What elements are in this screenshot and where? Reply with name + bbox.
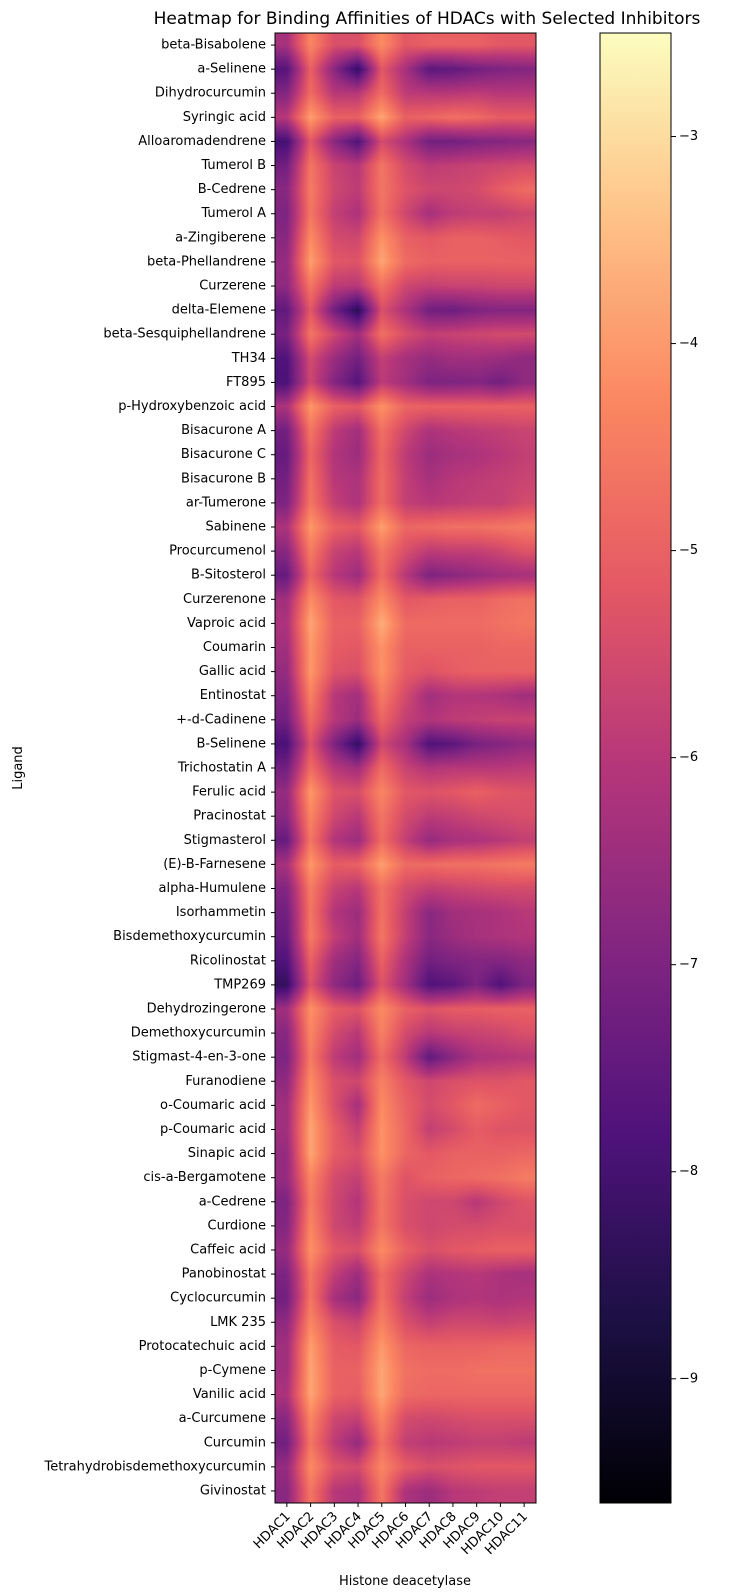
y-tick-label: Dihydrocurcumin [155,86,266,101]
y-tick-label: Panobinostat [182,1267,266,1282]
y-tick-label: Curzerenone [183,592,266,607]
y-tick-label: Tetrahydrobisdemethoxycurcumin [43,1459,266,1474]
y-tick-label: Vanilic acid [193,1387,266,1402]
y-tick-label: a-Curcumene [179,1411,266,1426]
y-tick-label: Curcumin [204,1435,266,1450]
y-tick-label: Ricolinostat [190,953,266,968]
y-tick-label: o-Coumaric acid [160,1098,266,1113]
y-tick-label: Gallic acid [199,664,266,679]
y-tick-label: Procurcumenol [169,544,266,559]
y-tick-label: p-Coumaric acid [160,1122,266,1137]
y-tick-label: cis-a-Bergamotene [143,1170,266,1185]
y-tick-label: Bisacurone C [181,447,266,462]
colorbar-tick-label: −6 [679,750,698,765]
y-tick-label: Bisacurone A [181,423,266,438]
colorbar-tick-label: −8 [679,1164,698,1179]
y-tick-label: B-Cedrene [198,182,266,197]
y-tick-label: Isorhammetin [176,905,266,920]
y-tick-label: Syringic acid [183,110,266,125]
y-tick-label: Coumarin [203,640,266,655]
y-axis-ticks: beta-Bisabolene a-Selinene Dihydrocurcumin… [43,38,275,1498]
y-tick-label: Pracinostat [193,809,266,824]
x-axis-label: Histone deacetylase [339,1574,471,1589]
y-tick-label: ar-Tumerone [186,495,266,510]
y-tick-label: Entinostat [200,688,266,703]
y-tick-label: TH34 [231,351,266,366]
y-tick-label: Furanodiene [185,1074,266,1089]
y-tick-label: Dehydrozingerone [147,1001,266,1016]
y-tick-label: Vaproic acid [187,616,266,631]
y-tick-label: a-Selinene [197,62,266,77]
y-tick-label: Alloaromadendrene [138,134,266,149]
y-tick-label: a-Zingiberene [175,230,266,245]
y-tick-label: Givinostat [200,1483,266,1498]
y-tick-label: LMK 235 [210,1315,266,1330]
y-tick-label: Protocatechuic acid [139,1339,266,1354]
y-tick-label: beta-Phellandrene [147,254,266,269]
colorbar-tick-label: −4 [679,336,698,351]
y-tick-label: alpha-Humulene [159,881,267,896]
y-tick-label: Curzerene [199,279,266,294]
y-tick-label: Demethoxycurcumin [131,1026,266,1041]
colorbar-tick-label: −3 [679,129,698,144]
colorbar [599,32,672,1504]
y-tick-label: Bisacurone B [181,471,266,486]
y-tick-label: Caffeic acid [190,1242,266,1257]
y-tick-label: p-Hydroxybenzoic acid [118,399,266,414]
y-tick-label: delta-Elemene [172,303,266,318]
heatmap-area [275,33,536,1503]
y-tick-label: a-Cedrene [199,1194,266,1209]
y-axis-label: Ligand [11,746,26,790]
y-tick-label: Stigmast-4-en-3-one [132,1050,266,1065]
y-tick-label: FT895 [226,375,266,390]
x-axis-ticks: HDAC1HDAC2HDAC3HDAC4HDAC5HDAC6HDAC7HDAC8… [251,1503,531,1558]
y-tick-label: TMP269 [213,977,266,992]
y-tick-label: Cyclocurcumin [170,1291,266,1306]
y-tick-label: Stigmasterol [184,833,266,848]
y-tick-label: B-Sitosterol [191,568,266,583]
y-tick-label: beta-Bisabolene [161,38,266,53]
colorbar-tick-label: −7 [679,957,698,972]
y-tick-label: Sabinene [205,520,266,535]
colorbar-tick-label: −9 [679,1371,698,1386]
y-tick-label: Tumerol A [200,206,266,221]
y-tick-label: Trichostatin A [177,761,266,776]
y-tick-label: p-Cymene [199,1363,266,1378]
y-tick-label: +-d-Cadinene [176,712,266,727]
chart-title: Heatmap for Binding Affinities of HDACs … [154,9,701,29]
y-tick-label: (E)-B-Farnesene [163,857,266,872]
y-tick-label: Bisdemethoxycurcumin [113,929,266,944]
colorbar-tick-label: −5 [679,543,698,558]
colorbar-ticks: −3 −4 −5 −6 −7 −8 −9 [671,129,698,1386]
y-tick-label: Ferulic acid [192,785,266,800]
y-tick-label: beta-Sesquiphellandrene [103,327,266,342]
y-tick-label: B-Selinene [196,736,266,751]
y-tick-label: Tumerol B [200,158,266,173]
y-tick-label: Sinapic acid [188,1146,266,1161]
y-tick-label: Curdione [208,1218,267,1233]
